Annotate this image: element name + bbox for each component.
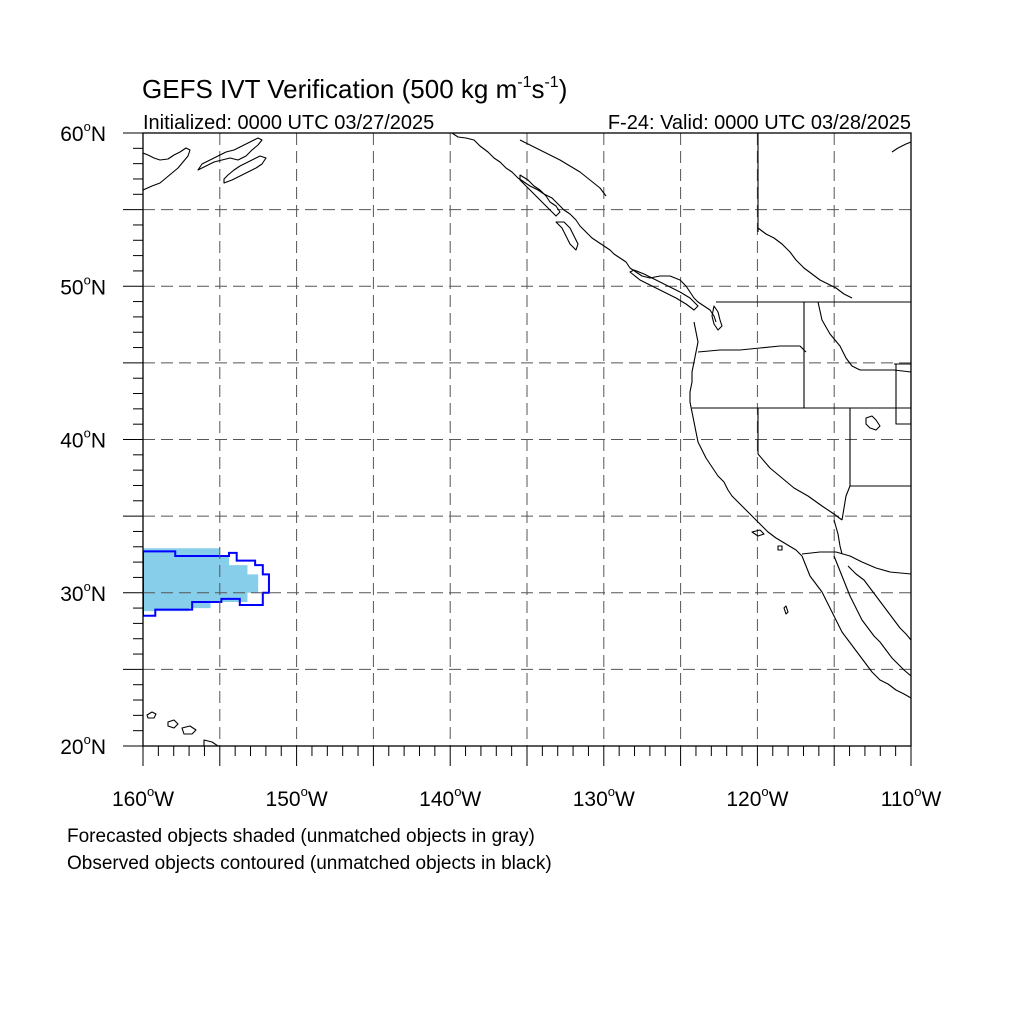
alaska-canada-border [519, 139, 607, 197]
hudson-bay-corner [891, 141, 911, 153]
puget-sound [711, 305, 723, 331]
gulf-of-alaska-coastline [451, 133, 717, 323]
us-west-coastline [689, 321, 803, 557]
alaska-peninsula-coastline [143, 147, 191, 191]
subtitle-initialized: Initialized: 0000 UTC 03/27/2025 [143, 112, 434, 134]
lon-label: 130oW [573, 784, 635, 811]
hawaii-big-island [203, 739, 219, 746]
longitude-labels: 160oW 150oW 140oW 130oW 120oW 110oW [112, 784, 942, 811]
guadalupe-island [783, 605, 789, 615]
hawaii-island-maui [181, 725, 197, 735]
lat-lon-grid [143, 133, 911, 746]
baja-california-coastline [801, 555, 911, 699]
lat-label: 60oN [60, 119, 106, 146]
az-mexico-region [833, 519, 843, 555]
lon-label: 140oW [419, 784, 481, 811]
hawaii-island-kauai [146, 711, 157, 719]
vancouver-island [629, 269, 699, 311]
great-salt-lake [865, 415, 881, 431]
ca-nv-border [757, 408, 843, 521]
lon-label: 150oW [266, 784, 328, 811]
coastlines-and-borders [143, 133, 911, 746]
lon-label: 120oW [726, 784, 788, 811]
lon-label: 110oW [881, 784, 942, 811]
us-mexico-border [801, 551, 911, 575]
lat-label: 30oN [60, 579, 106, 606]
channel-islands [751, 529, 783, 551]
latitude-labels: 60oN 50oN 40oN 30oN 20oN [60, 119, 106, 759]
subtitle-valid-time: F-24: Valid: 0000 UTC 03/28/2025 [608, 112, 911, 134]
lat-label: 40oN [60, 426, 106, 453]
haida-gwaii-island [555, 221, 579, 251]
canada-interior-water [757, 227, 853, 299]
lat-label: 50oN [60, 272, 106, 299]
note-observed-contours: Observed objects contoured (unmatched ob… [67, 853, 552, 874]
verification-objects [143, 548, 270, 617]
lat-label: 20oN [60, 732, 106, 759]
map-title: GEFS IVT Verification (500 kg m-1s-1) [142, 74, 567, 104]
baja-peninsula-gulf-side [833, 555, 911, 677]
forecast-object-shaded [143, 548, 259, 612]
map-panel [123, 132, 912, 766]
idaho-montana-border [817, 301, 911, 373]
hawaii-island-oahu [167, 719, 179, 729]
alexander-archipelago-islands [519, 174, 561, 217]
lon-label: 160oW [112, 784, 174, 811]
axis-ticks [123, 132, 912, 766]
wa-or-border [697, 345, 807, 353]
mexico-mainland-coast [847, 565, 911, 641]
note-forecast-shading: Forecasted objects shaded (unmatched obj… [67, 826, 535, 847]
nv-az-border [841, 408, 851, 521]
map-frame [142, 132, 912, 747]
alaska-coast-detail [197, 137, 263, 171]
kodiak-island-coastline [223, 155, 267, 184]
montana-wyoming-border [894, 363, 911, 425]
observed-object-contour [143, 550, 270, 617]
